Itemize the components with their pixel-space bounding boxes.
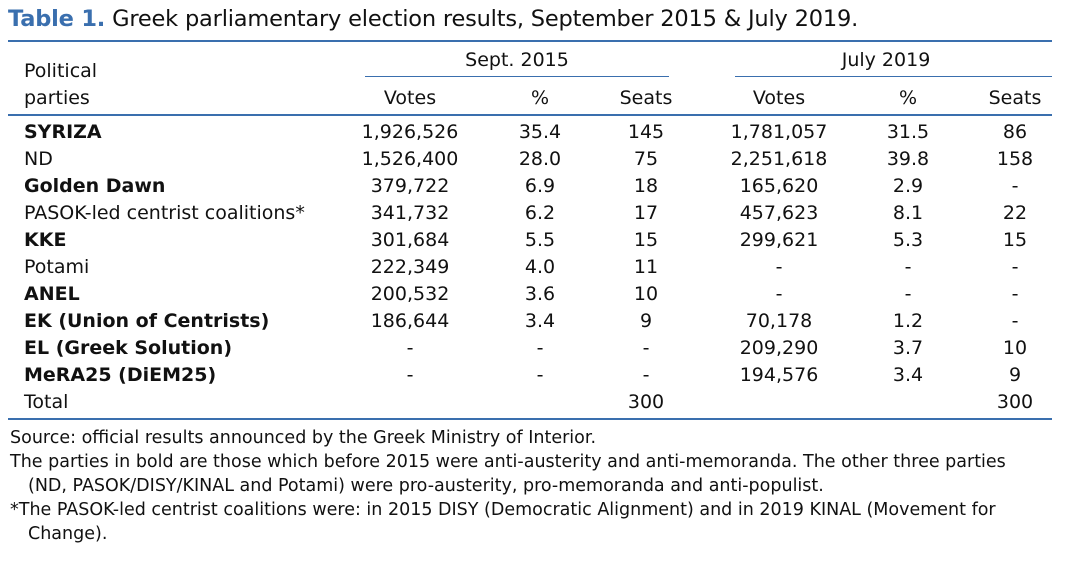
footnotes: Source: official results announced by th… <box>10 426 1060 546</box>
cell-pct-2015: 28.0 <box>518 148 562 170</box>
cell-votes-2015: 379,722 <box>370 175 450 197</box>
cell-pct-2019: 5.3 <box>892 229 924 251</box>
cell-votes-2019: 299,621 <box>739 229 819 251</box>
cell-pct-2015: - <box>536 337 544 359</box>
cell-votes-2019: 2,251,618 <box>730 148 828 170</box>
cell-seats-2019: 300 <box>996 391 1034 413</box>
party-name: Total <box>24 391 69 413</box>
cell-pct-2019: 3.4 <box>892 364 924 386</box>
cell-votes-2015: 1,526,400 <box>361 148 459 170</box>
cell-pct-2015: 6.2 <box>524 202 556 224</box>
footnote-pasok-note-line1: *The PASOK-led centrist coalitions were:… <box>10 500 996 520</box>
header-seats-2015: Seats <box>619 87 673 109</box>
cell-votes-2019: 209,290 <box>739 337 819 359</box>
cell-seats-2015: 145 <box>627 121 665 143</box>
cell-pct-2015: 5.5 <box>524 229 556 251</box>
party-name: EK (Union of Centrists) <box>24 310 270 332</box>
table-caption: Table 1. Greek parliamentary election re… <box>8 6 858 32</box>
cell-seats-2019: 9 <box>1008 364 1022 386</box>
cell-seats-2015: 15 <box>633 229 659 251</box>
bottom-rule <box>8 418 1052 420</box>
party-name: EL (Greek Solution) <box>24 337 233 359</box>
party-name: ND <box>24 148 53 170</box>
party-name: KKE <box>24 229 67 251</box>
cell-pct-2015: 3.4 <box>524 310 556 332</box>
cell-pct-2019: 2.9 <box>892 175 924 197</box>
group-2015-rule <box>365 76 669 77</box>
footnote-pasok-note-line2: Change). <box>28 524 108 544</box>
cell-seats-2015: 75 <box>633 148 659 170</box>
cell-seats-2019: - <box>1011 283 1019 305</box>
header-votes-2019: Votes <box>752 87 806 109</box>
header-party-line2: parties <box>24 87 90 109</box>
cell-pct-2019: 3.7 <box>892 337 924 359</box>
cell-votes-2019: - <box>775 256 783 278</box>
cell-pct-2019: 8.1 <box>892 202 924 224</box>
party-name: SYRIZA <box>24 121 102 143</box>
cell-votes-2019: 1,781,057 <box>730 121 828 143</box>
header-group-2015: Sept. 2015 <box>465 49 569 71</box>
cell-votes-2019: 457,623 <box>739 202 819 224</box>
cell-pct-2019: - <box>904 283 912 305</box>
cell-votes-2015: 186,644 <box>370 310 450 332</box>
table-label: Table 1. <box>8 6 106 32</box>
footnote-bold-note-line2: (ND, PASOK/DISY/KINAL and Potami) were p… <box>28 476 824 496</box>
header-party-line1: Political <box>24 60 98 82</box>
cell-votes-2015: 200,532 <box>370 283 450 305</box>
table-title: Greek parliamentary election results, Se… <box>112 6 859 32</box>
party-name: ANEL <box>24 283 80 305</box>
cell-pct-2019: 1.2 <box>892 310 924 332</box>
cell-seats-2019: 22 <box>1002 202 1028 224</box>
cell-pct-2015: 35.4 <box>518 121 562 143</box>
header-votes-2015: Votes <box>383 87 437 109</box>
cell-seats-2015: 9 <box>639 310 653 332</box>
cell-seats-2019: - <box>1011 310 1019 332</box>
header-seats-2019: Seats <box>988 87 1042 109</box>
cell-votes-2015: - <box>406 337 414 359</box>
cell-votes-2015: 222,349 <box>370 256 450 278</box>
cell-pct-2019: 31.5 <box>886 121 930 143</box>
header-pct-2019: % <box>898 87 918 109</box>
cell-votes-2015: - <box>406 364 414 386</box>
cell-votes-2015: 1,926,526 <box>361 121 459 143</box>
party-name: MeRA25 (DiEM25) <box>24 364 217 386</box>
group-2019-rule <box>735 76 1052 77</box>
party-name: PASOK-led centrist coalitions* <box>24 202 305 224</box>
cell-pct-2019: 39.8 <box>886 148 930 170</box>
header-pct-2015: % <box>530 87 550 109</box>
footnote-source: Source: official results announced by th… <box>10 428 597 448</box>
cell-seats-2019: - <box>1011 175 1019 197</box>
cell-votes-2019: - <box>775 283 783 305</box>
header-group-2019: July 2019 <box>841 49 931 71</box>
footnote-bold-note-line1: The parties in bold are those which befo… <box>10 452 1006 472</box>
cell-seats-2015: 10 <box>633 283 659 305</box>
cell-votes-2019: 194,576 <box>739 364 819 386</box>
header-rule <box>8 114 1052 116</box>
cell-votes-2019: 70,178 <box>745 310 813 332</box>
cell-seats-2019: 158 <box>996 148 1034 170</box>
cell-votes-2019: 165,620 <box>739 175 819 197</box>
cell-pct-2015: - <box>536 364 544 386</box>
cell-seats-2019: - <box>1011 256 1019 278</box>
cell-seats-2015: 17 <box>633 202 659 224</box>
cell-pct-2015: 6.9 <box>524 175 556 197</box>
cell-votes-2015: 301,684 <box>370 229 450 251</box>
cell-seats-2015: 300 <box>627 391 665 413</box>
cell-seats-2015: - <box>642 364 650 386</box>
cell-pct-2015: 3.6 <box>524 283 556 305</box>
cell-seats-2015: 11 <box>633 256 659 278</box>
cell-votes-2015: 341,732 <box>370 202 450 224</box>
cell-seats-2015: - <box>642 337 650 359</box>
party-name: Potami <box>24 256 90 278</box>
cell-seats-2019: 86 <box>1002 121 1028 143</box>
cell-seats-2015: 18 <box>633 175 659 197</box>
cell-seats-2019: 10 <box>1002 337 1028 359</box>
cell-pct-2015: 4.0 <box>524 256 556 278</box>
cell-pct-2019: - <box>904 256 912 278</box>
party-name: Golden Dawn <box>24 175 166 197</box>
cell-seats-2019: 15 <box>1002 229 1028 251</box>
top-rule <box>8 40 1052 42</box>
